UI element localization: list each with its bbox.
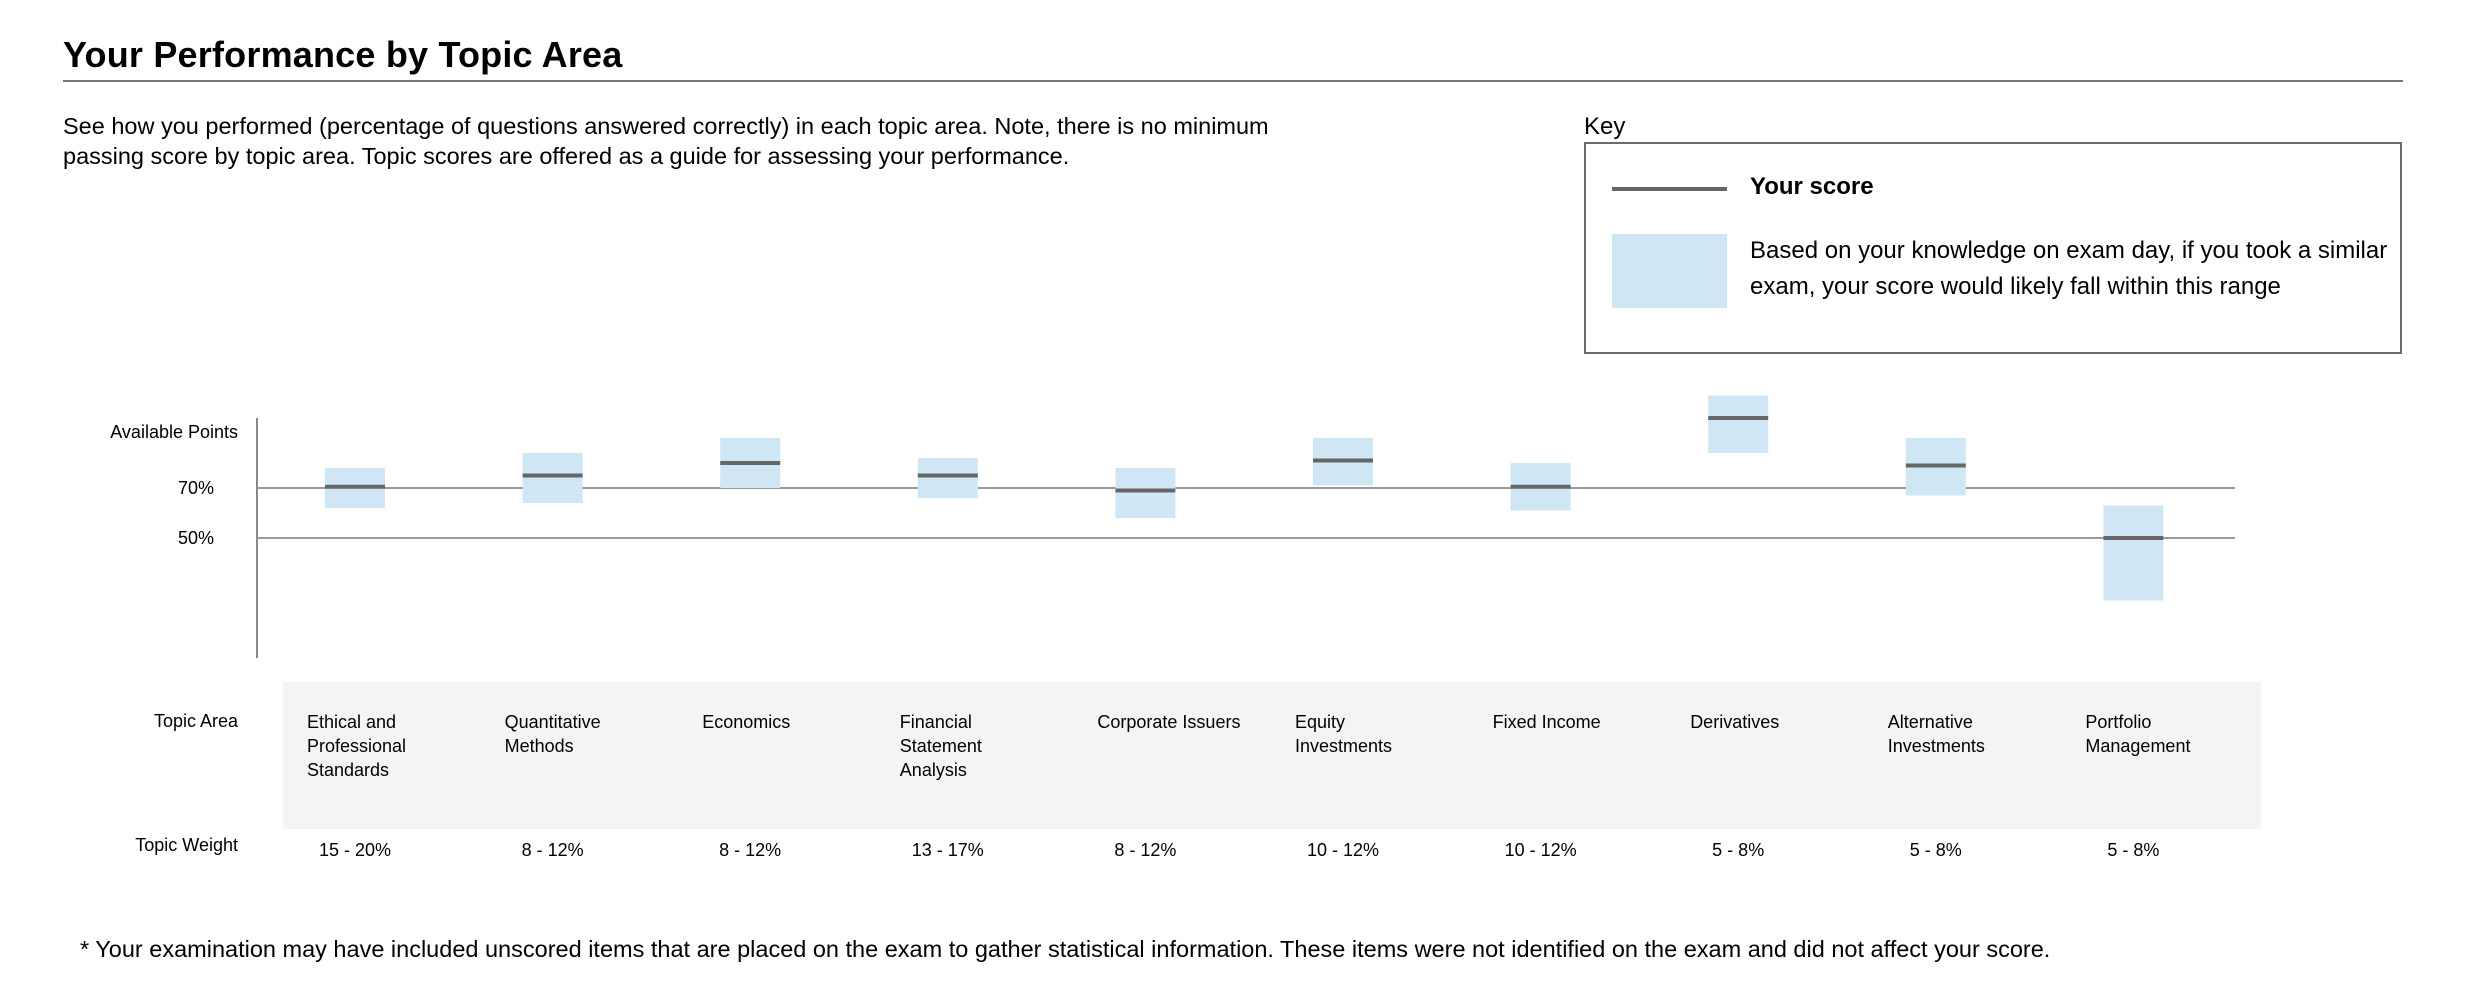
key-score-label: Your score (1750, 173, 1874, 200)
topic-name-5: Equity Investments (1295, 712, 1393, 756)
topic-name-6: Fixed Income (1492, 712, 1601, 732)
range-box-9 (2103, 505, 2164, 601)
key-range-swatch (1612, 234, 1727, 308)
topic-name-8: Alternative Investments (1887, 712, 1985, 756)
topic-name-4: Corporate Issuers (1097, 712, 1241, 732)
page-title: Your Performance by Topic Area (63, 34, 623, 75)
topic-weight-2: 8 - 12% (719, 840, 782, 860)
topic-weight-6: 10 - 12% (1504, 840, 1577, 860)
topic-weight-7: 5 - 8% (1712, 840, 1765, 860)
range-box-4 (1115, 468, 1176, 518)
topic-weight-9: 5 - 8% (2107, 840, 2160, 860)
range-box-1 (522, 453, 583, 503)
topic-weight-4: 8 - 12% (1114, 840, 1177, 860)
reference-label-70: 70% (178, 478, 214, 498)
topic-name-9: Portfolio Management (2085, 712, 2191, 756)
range-box-7 (1708, 395, 1769, 453)
topic-name-1: Quantitative Methods (504, 712, 601, 756)
key-box: Your score Based on your knowledge on ex… (1584, 142, 2402, 354)
topic-weight-0: 15 - 20% (318, 840, 392, 860)
topic-area-row-label: Topic Area (153, 711, 238, 731)
range-box-3 (917, 458, 978, 498)
topic-area-band (283, 682, 2261, 829)
topic-weight-8: 5 - 8% (1909, 840, 1962, 860)
topic-name-0: Ethical and Professional Standards (307, 712, 407, 780)
topic-weight-1: 8 - 12% (521, 840, 584, 860)
title-divider (63, 80, 2403, 82)
footnote: * Your examination may have included uns… (80, 936, 2051, 962)
topic-weight-row-label: Topic Weight (135, 835, 238, 855)
topic-name-3: Financial Statement Analysis (899, 712, 982, 780)
key-heading: Key (1584, 113, 1626, 140)
topic-name-2: Economics (702, 712, 791, 732)
key-range-label: Based on your knowledge on exam day, if … (1750, 237, 2388, 300)
y-axis-title: Available Points (110, 422, 238, 442)
topic-name-7: Derivatives (1690, 712, 1780, 732)
topic-weight-3: 13 - 17% (911, 840, 984, 860)
reference-label-50: 50% (178, 528, 214, 548)
key-score-line-sample (1612, 187, 1727, 191)
topic-weight-5: 10 - 12% (1306, 840, 1380, 860)
intro-text: See how you performed (percentage of que… (63, 113, 1269, 169)
